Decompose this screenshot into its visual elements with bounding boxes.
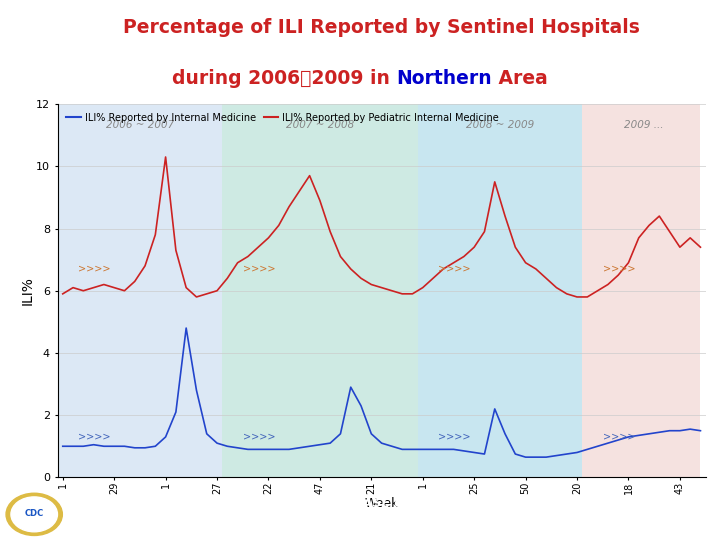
Bar <box>418 104 582 477</box>
Text: >>>>: >>>> <box>78 432 111 442</box>
Circle shape <box>6 493 63 536</box>
Text: >>>>: >>>> <box>603 432 635 442</box>
Text: Northern: Northern <box>397 69 492 87</box>
Text: >>>>: >>>> <box>438 264 471 274</box>
Text: 2009 ...: 2009 ... <box>624 120 664 130</box>
Text: Northern: Northern <box>334 69 429 87</box>
Text: during 2006－2009 in: during 2006－2009 in <box>172 69 397 87</box>
Text: 2007 ~ 2008: 2007 ~ 2008 <box>286 120 354 130</box>
Text: 2006 ~ 2007: 2006 ~ 2007 <box>106 120 174 130</box>
Text: >>>>: >>>> <box>438 432 471 442</box>
Text: CDC: CDC <box>24 509 44 518</box>
Text: Area: Area <box>492 69 548 87</box>
Text: during 2006－2009 in Northern Area: during 2006－2009 in Northern Area <box>194 69 570 87</box>
Text: Area: Area <box>354 69 410 87</box>
Text: >>>>: >>>> <box>243 432 275 442</box>
X-axis label: Week: Week <box>364 497 399 510</box>
Bar <box>222 104 418 477</box>
Bar <box>582 104 701 477</box>
Legend: ILI% Reported by Internal Medicine, ILI% Reported by Pediatric Internal Medicine: ILI% Reported by Internal Medicine, ILI%… <box>63 109 503 127</box>
Text: Percentage of ILI Reported by Sentinel Hospitals: Percentage of ILI Reported by Sentinel H… <box>123 18 640 37</box>
Text: during 2006－2009 in: during 2006－2009 in <box>269 69 494 87</box>
Circle shape <box>11 497 58 532</box>
Bar <box>58 104 222 477</box>
Text: CHINESE CENTER FOR DISEASE CONTROL AND PREVENTION: CHINESE CENTER FOR DISEASE CONTROL AND P… <box>173 497 590 510</box>
Text: >>>>: >>>> <box>603 264 635 274</box>
Text: >>>>: >>>> <box>243 264 275 274</box>
Y-axis label: ILI%: ILI% <box>20 276 35 305</box>
Text: 2008 ~ 2009: 2008 ~ 2009 <box>466 120 534 130</box>
Text: >>>>: >>>> <box>78 264 111 274</box>
